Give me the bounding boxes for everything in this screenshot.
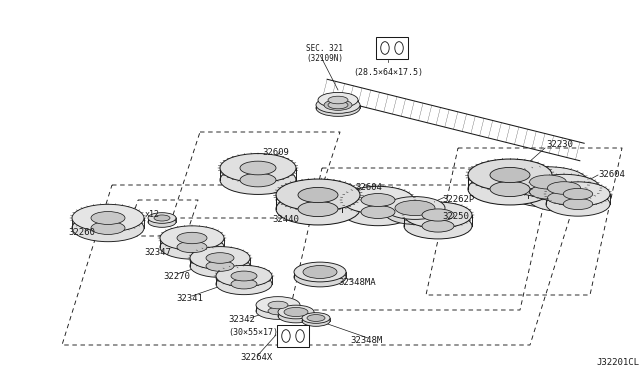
Bar [376, 37, 408, 59]
Ellipse shape [302, 316, 330, 326]
Ellipse shape [177, 241, 207, 253]
Ellipse shape [490, 182, 530, 196]
Ellipse shape [385, 196, 445, 219]
Text: (28.5×64×17.5): (28.5×64×17.5) [353, 68, 423, 77]
Text: 32264X: 32264X [240, 353, 272, 362]
Ellipse shape [422, 209, 454, 221]
Ellipse shape [190, 254, 250, 278]
Ellipse shape [72, 214, 144, 242]
Ellipse shape [298, 187, 338, 203]
Ellipse shape [385, 202, 445, 224]
Ellipse shape [508, 167, 588, 197]
Ellipse shape [231, 279, 257, 289]
Ellipse shape [206, 261, 234, 271]
Ellipse shape [342, 186, 414, 214]
Ellipse shape [91, 212, 125, 224]
Ellipse shape [395, 201, 435, 216]
Text: 32342: 32342 [228, 315, 255, 324]
Ellipse shape [422, 220, 454, 232]
Ellipse shape [278, 305, 314, 319]
Ellipse shape [240, 173, 276, 187]
Ellipse shape [303, 266, 337, 279]
Ellipse shape [342, 198, 414, 226]
Text: 32348MA: 32348MA [338, 278, 376, 287]
Ellipse shape [256, 303, 300, 319]
Ellipse shape [231, 271, 257, 281]
Ellipse shape [220, 154, 296, 182]
Ellipse shape [284, 307, 308, 317]
Ellipse shape [530, 185, 566, 199]
Text: J32201CL: J32201CL [596, 358, 639, 367]
Text: 32604: 32604 [355, 183, 382, 192]
Ellipse shape [307, 315, 325, 321]
Text: (30×55×17): (30×55×17) [228, 328, 278, 337]
Ellipse shape [563, 198, 593, 209]
Text: 32260: 32260 [68, 228, 95, 237]
Ellipse shape [148, 213, 176, 223]
Ellipse shape [148, 217, 176, 227]
Text: x12: x12 [145, 210, 159, 219]
Ellipse shape [546, 192, 610, 216]
Ellipse shape [268, 307, 288, 315]
Ellipse shape [547, 182, 580, 194]
Ellipse shape [563, 188, 593, 200]
Text: 32609: 32609 [262, 148, 289, 157]
Text: 32604: 32604 [598, 170, 625, 179]
Ellipse shape [404, 202, 472, 228]
Ellipse shape [361, 206, 395, 218]
Ellipse shape [294, 262, 346, 282]
Ellipse shape [508, 177, 588, 207]
Ellipse shape [240, 161, 276, 175]
Ellipse shape [490, 167, 530, 183]
Text: 32341: 32341 [176, 294, 203, 303]
Text: 32219: 32219 [381, 38, 408, 47]
Ellipse shape [160, 235, 224, 259]
Text: 32440: 32440 [272, 215, 299, 224]
Ellipse shape [220, 166, 296, 195]
Ellipse shape [276, 193, 360, 225]
Text: SEC. 321
(32109N): SEC. 321 (32109N) [306, 44, 343, 63]
Ellipse shape [528, 174, 600, 202]
Ellipse shape [256, 296, 300, 313]
Ellipse shape [361, 193, 395, 206]
Text: 32270: 32270 [163, 272, 190, 281]
Ellipse shape [91, 222, 125, 234]
Text: 32262P: 32262P [442, 195, 474, 204]
Ellipse shape [298, 201, 338, 217]
Ellipse shape [177, 232, 207, 244]
Ellipse shape [324, 100, 352, 110]
Ellipse shape [216, 273, 272, 295]
Ellipse shape [318, 97, 358, 113]
Ellipse shape [318, 92, 358, 108]
Ellipse shape [328, 96, 348, 104]
Ellipse shape [294, 267, 346, 287]
Ellipse shape [276, 179, 360, 211]
Ellipse shape [530, 175, 566, 189]
Ellipse shape [328, 101, 348, 109]
Ellipse shape [278, 309, 314, 323]
Ellipse shape [547, 192, 580, 204]
Ellipse shape [160, 226, 224, 250]
Ellipse shape [404, 213, 472, 239]
Ellipse shape [468, 159, 552, 191]
Bar [277, 325, 309, 347]
Ellipse shape [316, 97, 360, 113]
Text: 32250: 32250 [442, 212, 469, 221]
Ellipse shape [302, 313, 330, 323]
Ellipse shape [316, 100, 360, 116]
Ellipse shape [546, 182, 610, 206]
Text: 32230: 32230 [546, 140, 573, 149]
Ellipse shape [468, 173, 552, 205]
Ellipse shape [216, 265, 272, 287]
Ellipse shape [154, 215, 170, 221]
Ellipse shape [528, 184, 600, 212]
Ellipse shape [206, 253, 234, 263]
Ellipse shape [72, 204, 144, 232]
Ellipse shape [268, 301, 288, 309]
Ellipse shape [190, 247, 250, 269]
Text: 32348M: 32348M [350, 336, 382, 345]
Text: 32347: 32347 [144, 248, 171, 257]
